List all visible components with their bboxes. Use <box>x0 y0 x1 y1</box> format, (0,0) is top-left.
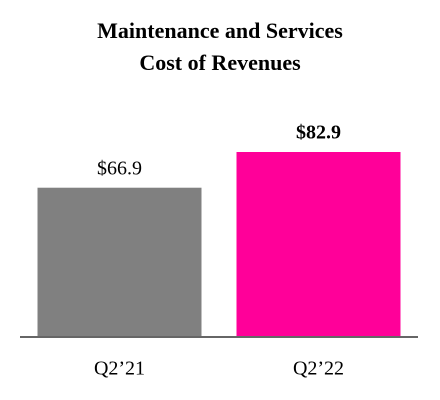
bar <box>236 152 401 337</box>
value-label: $82.9 <box>296 122 341 144</box>
x-tick-label: Q2’22 <box>293 358 344 380</box>
chart-title: Cost of Revenues <box>139 50 301 75</box>
value-label: $66.9 <box>97 157 142 179</box>
x-tick-label: Q2’21 <box>94 358 145 380</box>
bar <box>37 187 202 337</box>
chart-title: Maintenance and Services <box>97 18 343 43</box>
